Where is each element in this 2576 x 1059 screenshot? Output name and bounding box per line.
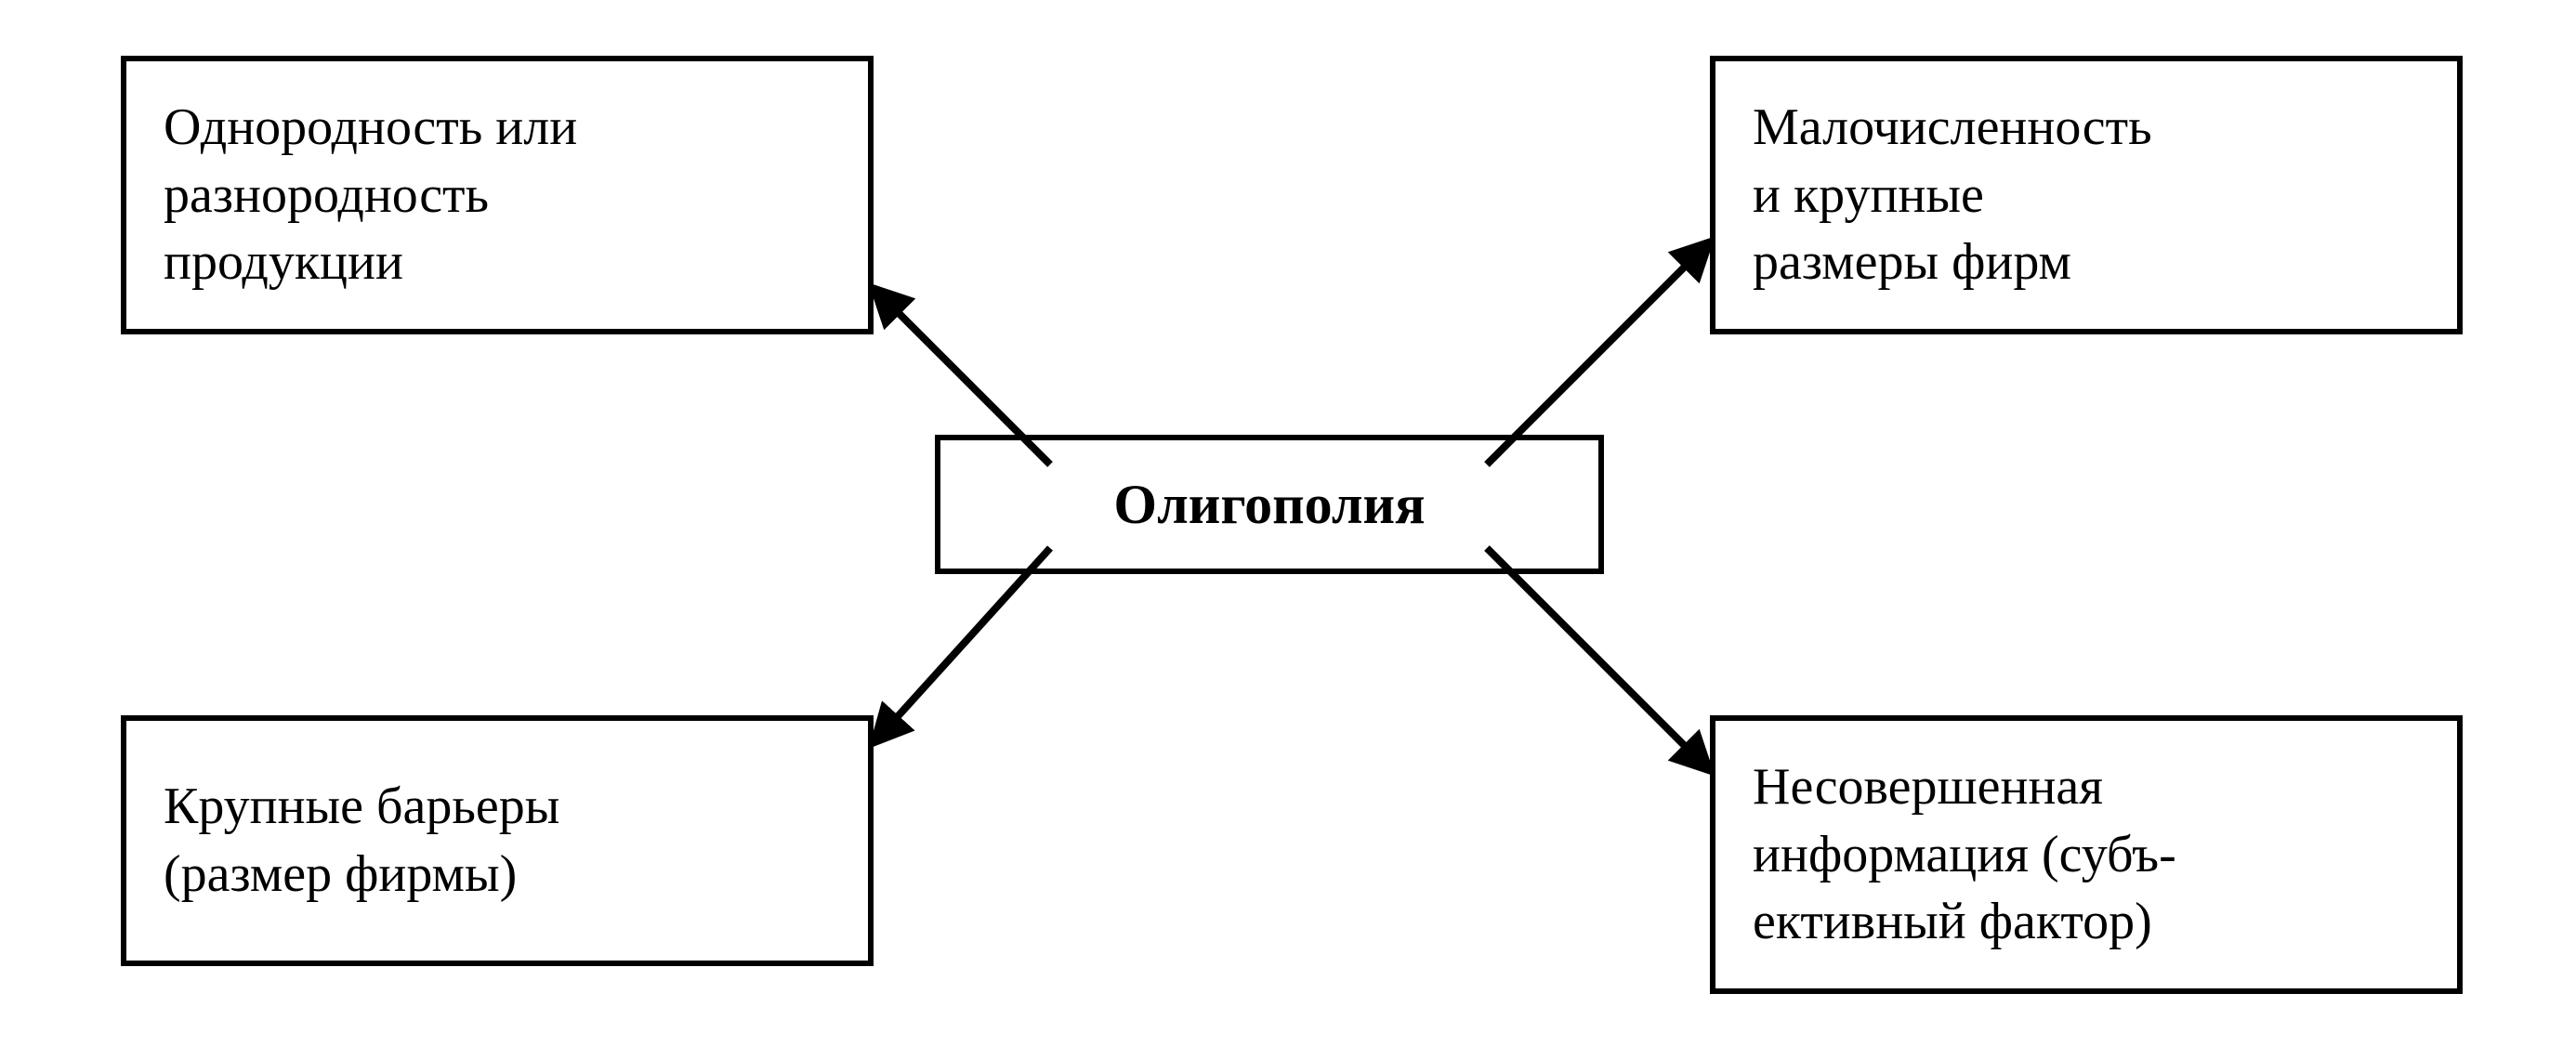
node-center-label: Олигополия [1113,473,1425,537]
edge-center-to-bottom-left [874,548,1050,743]
node-bottom-left-label: Крупные барьеры (размер фирмы) [164,773,559,909]
edge-center-to-bottom-right [1487,548,1710,771]
node-bottom-right-label: Несовершенная информация (субъ- ективный… [1753,753,2176,956]
node-top-left-label: Однородность или разнородность продукции [164,94,577,296]
node-top-right: Малочисленность и крупные размеры фирм [1710,56,2463,334]
node-top-left: Однородность или разнородность продукции [121,56,874,334]
node-top-right-label: Малочисленность и крупные размеры фирм [1753,94,2152,296]
node-bottom-left: Крупные барьеры (размер фирмы) [121,715,874,966]
node-bottom-right: Несовершенная информация (субъ- ективный… [1710,715,2463,994]
node-center: Олигополия [935,435,1604,574]
edge-center-to-top-right [1487,242,1710,464]
